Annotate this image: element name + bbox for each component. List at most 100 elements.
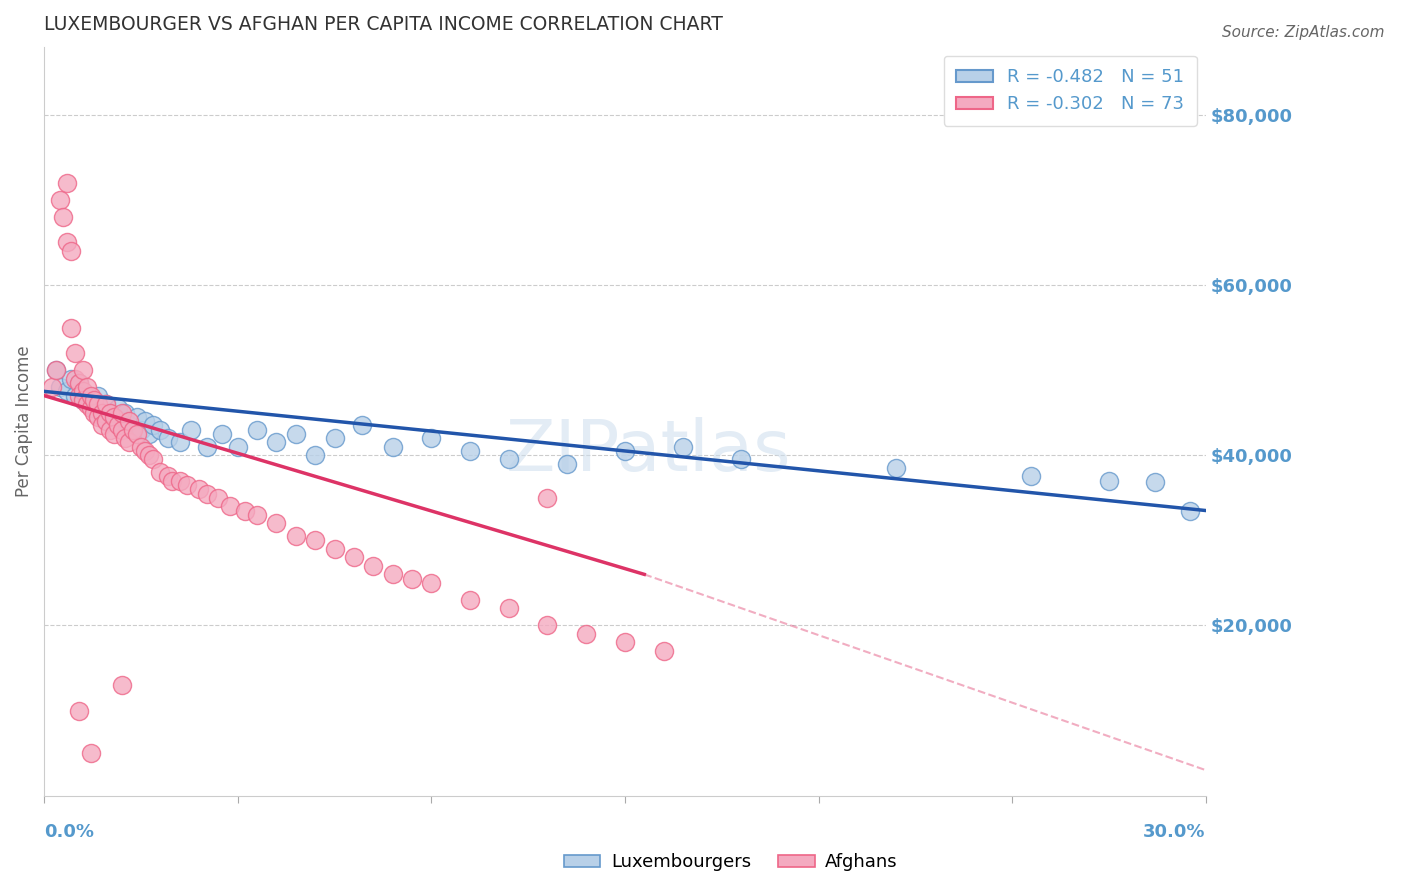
Point <box>129 440 152 454</box>
Point <box>107 401 129 416</box>
Point <box>122 423 145 437</box>
Point <box>176 478 198 492</box>
Point <box>125 409 148 424</box>
Point <box>169 435 191 450</box>
Point <box>118 414 141 428</box>
Point <box>56 176 79 190</box>
Point <box>498 601 520 615</box>
Point <box>138 448 160 462</box>
Point <box>63 346 86 360</box>
Point <box>98 406 121 420</box>
Point <box>361 558 384 573</box>
Point <box>79 397 101 411</box>
Point <box>76 397 98 411</box>
Point <box>110 678 132 692</box>
Point <box>67 389 90 403</box>
Point <box>323 431 346 445</box>
Point <box>284 426 307 441</box>
Point <box>87 389 110 403</box>
Y-axis label: Per Capita Income: Per Capita Income <box>15 345 32 497</box>
Point <box>219 500 242 514</box>
Text: 0.0%: 0.0% <box>44 823 94 841</box>
Point <box>63 371 86 385</box>
Point <box>67 704 90 718</box>
Point <box>72 392 94 407</box>
Point <box>134 444 156 458</box>
Point <box>63 389 86 403</box>
Point <box>48 380 70 394</box>
Point <box>98 423 121 437</box>
Point <box>420 575 443 590</box>
Point <box>60 371 83 385</box>
Point <box>56 235 79 250</box>
Point <box>60 320 83 334</box>
Point <box>536 618 558 632</box>
Point <box>83 392 105 407</box>
Point <box>149 465 172 479</box>
Point <box>555 457 578 471</box>
Point <box>343 550 366 565</box>
Text: 30.0%: 30.0% <box>1143 823 1206 841</box>
Point <box>536 491 558 505</box>
Point <box>114 431 136 445</box>
Point <box>110 406 132 420</box>
Point <box>118 418 141 433</box>
Point <box>266 435 288 450</box>
Point <box>87 397 110 411</box>
Point <box>56 384 79 399</box>
Point <box>110 414 132 428</box>
Point <box>91 418 114 433</box>
Point <box>94 397 117 411</box>
Point <box>48 193 70 207</box>
Point <box>141 452 163 467</box>
Legend: R = -0.482   N = 51, R = -0.302   N = 73: R = -0.482 N = 51, R = -0.302 N = 73 <box>943 55 1197 126</box>
Point <box>94 397 117 411</box>
Point <box>83 406 105 420</box>
Point <box>401 572 423 586</box>
Point <box>350 418 373 433</box>
Point <box>207 491 229 505</box>
Point <box>94 414 117 428</box>
Point <box>1098 474 1121 488</box>
Point <box>169 474 191 488</box>
Point <box>41 380 63 394</box>
Point <box>381 567 404 582</box>
Point <box>129 423 152 437</box>
Point <box>458 444 481 458</box>
Point <box>52 210 75 224</box>
Point <box>122 423 145 437</box>
Point <box>76 380 98 394</box>
Point <box>107 418 129 433</box>
Point <box>652 644 675 658</box>
Point <box>730 452 752 467</box>
Point <box>134 414 156 428</box>
Point <box>103 426 125 441</box>
Point <box>323 541 346 556</box>
Point <box>118 435 141 450</box>
Point <box>613 635 636 649</box>
Point <box>114 406 136 420</box>
Point <box>613 444 636 458</box>
Point <box>79 389 101 403</box>
Point <box>180 423 202 437</box>
Point <box>575 627 598 641</box>
Point <box>76 389 98 403</box>
Point <box>103 414 125 428</box>
Point <box>67 376 90 390</box>
Point <box>141 418 163 433</box>
Point <box>138 426 160 441</box>
Point <box>125 426 148 441</box>
Point <box>98 406 121 420</box>
Point <box>266 516 288 531</box>
Point <box>83 401 105 416</box>
Point <box>1021 469 1043 483</box>
Point <box>884 461 907 475</box>
Point <box>72 384 94 399</box>
Point <box>246 508 269 522</box>
Text: ZIPatlas: ZIPatlas <box>505 417 792 485</box>
Point <box>235 503 257 517</box>
Point <box>149 423 172 437</box>
Point <box>195 486 218 500</box>
Point <box>211 426 233 441</box>
Point <box>72 363 94 377</box>
